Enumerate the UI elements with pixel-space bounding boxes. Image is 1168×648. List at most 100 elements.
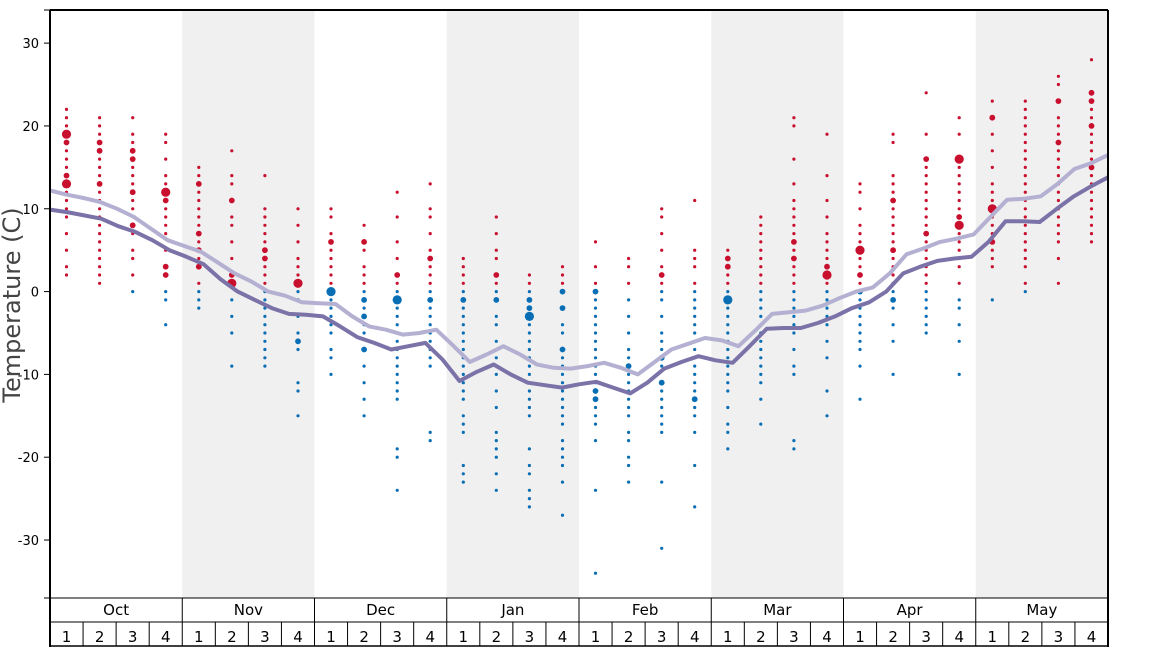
data-point <box>593 298 598 302</box>
data-point <box>1056 174 1060 178</box>
week-label: 2 <box>888 628 898 646</box>
data-point <box>825 298 829 302</box>
data-point <box>428 248 432 252</box>
data-point <box>164 232 168 236</box>
data-point <box>759 256 763 261</box>
data-point <box>98 240 102 244</box>
week-label: 1 <box>855 628 865 646</box>
data-point <box>627 455 631 459</box>
data-point <box>957 248 961 252</box>
week-label: 1 <box>326 628 336 646</box>
data-point <box>660 265 664 269</box>
data-point <box>395 215 399 219</box>
data-point <box>197 281 201 285</box>
data-point <box>627 314 631 318</box>
data-point <box>791 255 797 262</box>
week-label: 4 <box>558 628 568 646</box>
data-point <box>857 272 863 278</box>
data-point <box>131 207 135 211</box>
data-point <box>824 263 830 270</box>
data-point <box>263 223 267 227</box>
data-point <box>560 513 565 517</box>
data-point <box>825 290 829 294</box>
data-point <box>195 263 202 270</box>
data-point <box>1023 281 1027 285</box>
data-point <box>64 157 69 161</box>
data-point <box>891 256 895 261</box>
data-point <box>858 298 862 302</box>
data-point <box>263 364 267 368</box>
data-point <box>527 488 532 492</box>
data-point <box>759 314 763 318</box>
data-point <box>395 190 399 194</box>
data-point <box>63 139 70 146</box>
data-point <box>858 331 862 335</box>
data-point <box>726 323 730 327</box>
data-point <box>693 298 697 302</box>
data-point <box>825 306 829 310</box>
data-point <box>792 198 796 203</box>
data-point <box>197 290 201 294</box>
data-point <box>1023 232 1027 236</box>
data-point <box>428 290 432 294</box>
data-point <box>129 156 136 163</box>
data-point <box>891 240 895 244</box>
data-point <box>759 248 763 252</box>
chart-frame <box>49 9 1109 647</box>
data-point <box>494 323 498 327</box>
data-point <box>461 381 465 385</box>
data-point <box>726 447 730 451</box>
data-point <box>592 388 599 394</box>
data-point <box>759 356 763 360</box>
data-point <box>395 256 399 261</box>
data-point <box>461 472 465 476</box>
data-point <box>726 389 730 393</box>
data-point <box>1056 281 1060 285</box>
data-point <box>1056 256 1060 261</box>
data-point <box>858 223 862 227</box>
shade-may <box>975 10 1108 598</box>
data-point <box>460 297 467 303</box>
data-point <box>759 215 763 219</box>
data-point <box>759 422 763 426</box>
data-point <box>759 290 763 294</box>
data-point <box>627 405 631 410</box>
data-point <box>296 414 300 418</box>
data-point <box>428 207 432 211</box>
data-point <box>362 281 366 285</box>
data-point <box>560 414 565 418</box>
data-point <box>660 347 664 352</box>
data-point <box>494 447 498 451</box>
data-point <box>461 339 465 343</box>
data-point <box>395 240 399 244</box>
data-point <box>825 232 829 236</box>
data-point <box>494 339 498 343</box>
data-point <box>858 265 862 269</box>
data-point <box>1089 116 1094 120</box>
data-point <box>494 405 498 410</box>
data-point <box>1089 215 1094 219</box>
week-label: 2 <box>227 628 237 646</box>
data-point <box>825 248 829 252</box>
data-point <box>428 281 432 285</box>
data-point <box>825 215 829 219</box>
data-point <box>560 372 565 376</box>
data-point <box>660 397 664 401</box>
data-point <box>526 297 533 303</box>
data-point <box>427 255 434 262</box>
data-point <box>98 190 102 194</box>
data-point <box>362 414 366 418</box>
shade-nov <box>182 10 315 598</box>
data-point <box>98 281 102 285</box>
data-point <box>362 265 366 269</box>
data-point <box>825 389 829 393</box>
data-point <box>129 147 136 154</box>
data-point <box>527 290 532 294</box>
data-point <box>825 414 829 418</box>
data-point <box>197 198 201 203</box>
data-point <box>593 281 598 285</box>
data-point <box>362 290 366 294</box>
data-point <box>560 331 565 335</box>
data-point <box>64 215 69 219</box>
